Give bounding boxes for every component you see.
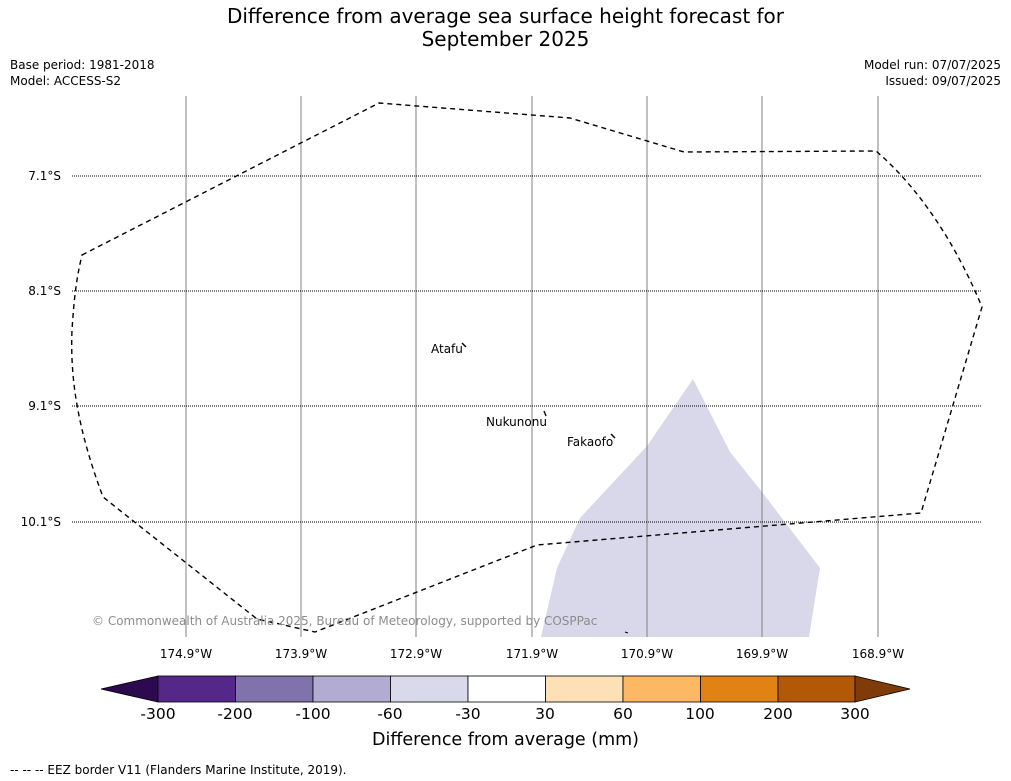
colorbar-tick: -100: [295, 705, 331, 723]
copyright-notice: © Commonwealth of Australia 2025, Bureau…: [92, 614, 598, 628]
colorbar-segment: [700, 675, 779, 703]
lon-label: 168.9°W: [851, 647, 905, 661]
place-label-fakaofo: Fakaofo: [567, 435, 614, 449]
colorbar-tick: -300: [140, 705, 176, 723]
colorbar-segment: [622, 675, 701, 703]
nukunonu-atoll: [543, 410, 547, 417]
colorbar-segment: [235, 675, 314, 703]
colorbar-segment: [545, 675, 624, 703]
chart-title: Difference from average sea surface heig…: [0, 5, 1011, 51]
model-run: Model run: 07/07/2025: [863, 58, 1001, 72]
issued-date: Issued: 09/07/2025: [885, 74, 1001, 88]
base-period: Base period: 1981-2018: [10, 58, 155, 72]
lat-label: 10.1°S: [20, 515, 61, 529]
colorbar-tick: 300: [840, 705, 870, 723]
eez-border: [71, 102, 983, 633]
model-name: Model: ACCESS-S2: [10, 74, 122, 88]
lon-label: 171.9°W: [505, 647, 559, 661]
eez-legend: -- -- -- EEZ border V11 (Flanders Marine…: [10, 763, 347, 777]
lat-label: 8.1°S: [28, 284, 61, 298]
colorbar-tick: -60: [377, 705, 403, 723]
lon-label: 170.9°W: [620, 647, 674, 661]
colorbar-tick: 200: [763, 705, 793, 723]
lat-label: 9.1°S: [28, 399, 61, 413]
colorbar-tick: -30: [455, 705, 481, 723]
colorbar-segment: [312, 675, 391, 703]
colorbar-under-extension: [100, 675, 159, 703]
colorbar-tick: -200: [217, 705, 253, 723]
atafu-atoll: [461, 342, 467, 348]
colorbar-segment: [467, 675, 546, 703]
colorbar-label: Difference from average (mm): [371, 730, 640, 750]
colorbar: [100, 675, 911, 703]
colorbar-segment: [157, 675, 236, 703]
colorbar-tick: 30: [535, 705, 555, 723]
colorbar-over-extension: [854, 675, 911, 703]
latitude-gridlines: [72, 175, 982, 523]
colorbar-tick: 100: [685, 705, 715, 723]
fakaofo-atoll: [610, 433, 616, 439]
meta-left: Base period: 1981-2018 Model: ACCESS-S2: [10, 57, 155, 89]
lon-label: 172.9°W: [389, 647, 443, 661]
colorbar-tick: 60: [613, 705, 633, 723]
small-islet: [624, 631, 629, 634]
lon-label: 173.9°W: [274, 647, 328, 661]
anomaly-region: [541, 379, 820, 637]
lat-label: 7.1°S: [28, 169, 61, 183]
meta-right: Model run: 07/07/2025 Issued: 09/07/2025: [864, 57, 1001, 89]
lon-label: 174.9°W: [159, 647, 213, 661]
colorbar-segment: [390, 675, 469, 703]
place-label-atafu: Atafu: [431, 342, 463, 356]
title-line-2: September 2025: [421, 27, 590, 51]
place-label-nukunonu: Nukunonu: [486, 415, 547, 429]
lon-label: 169.9°W: [735, 647, 789, 661]
colorbar-segment: [777, 675, 856, 703]
title-line-1: Difference from average sea surface heig…: [226, 4, 785, 28]
